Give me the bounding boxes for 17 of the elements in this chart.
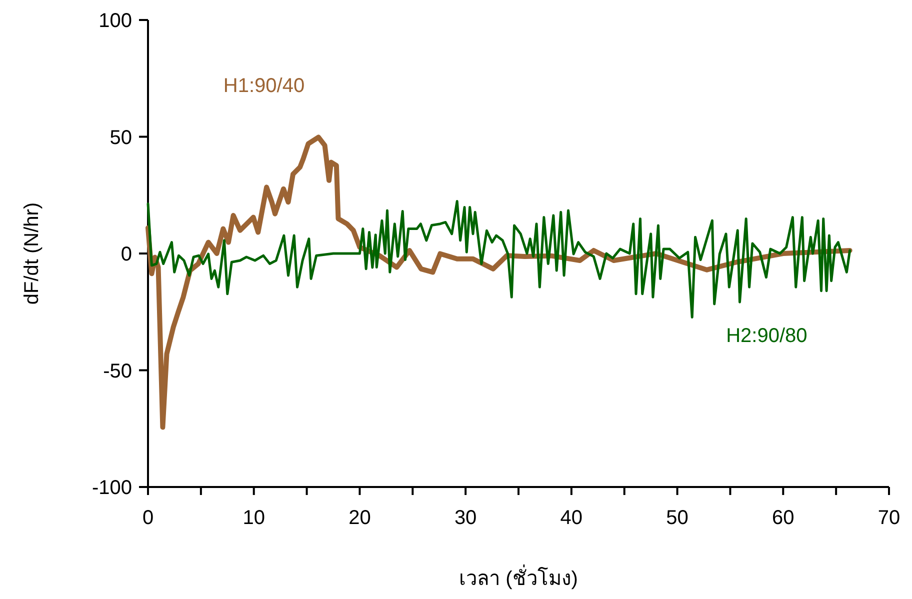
x-tick-label: 40 (560, 507, 583, 529)
series-label: H2:90/80 (726, 325, 808, 348)
y-tick-label: 0 (120, 244, 132, 266)
y-axis-title: dF/dt (N/hr) (21, 202, 43, 305)
x-tick-label: 50 (666, 507, 688, 529)
y-tick-label: 50 (110, 126, 132, 149)
text: H1:90/40 (223, 75, 305, 98)
x-tick-label: 60 (772, 507, 794, 529)
x-tick-label: 20 (348, 507, 371, 529)
x-tick-label: 0 (142, 507, 154, 529)
x-tick-label: 30 (454, 507, 477, 529)
x-axis-title: เวลา (ชั่วโมง) (459, 564, 578, 590)
x-tick-label: 10 (242, 507, 265, 529)
x-tick-label: 70 (878, 507, 900, 529)
y-tick-label: 100 (98, 10, 132, 32)
y-tick-label: -50 (103, 360, 132, 382)
y-tick-label: -100 (92, 477, 132, 499)
